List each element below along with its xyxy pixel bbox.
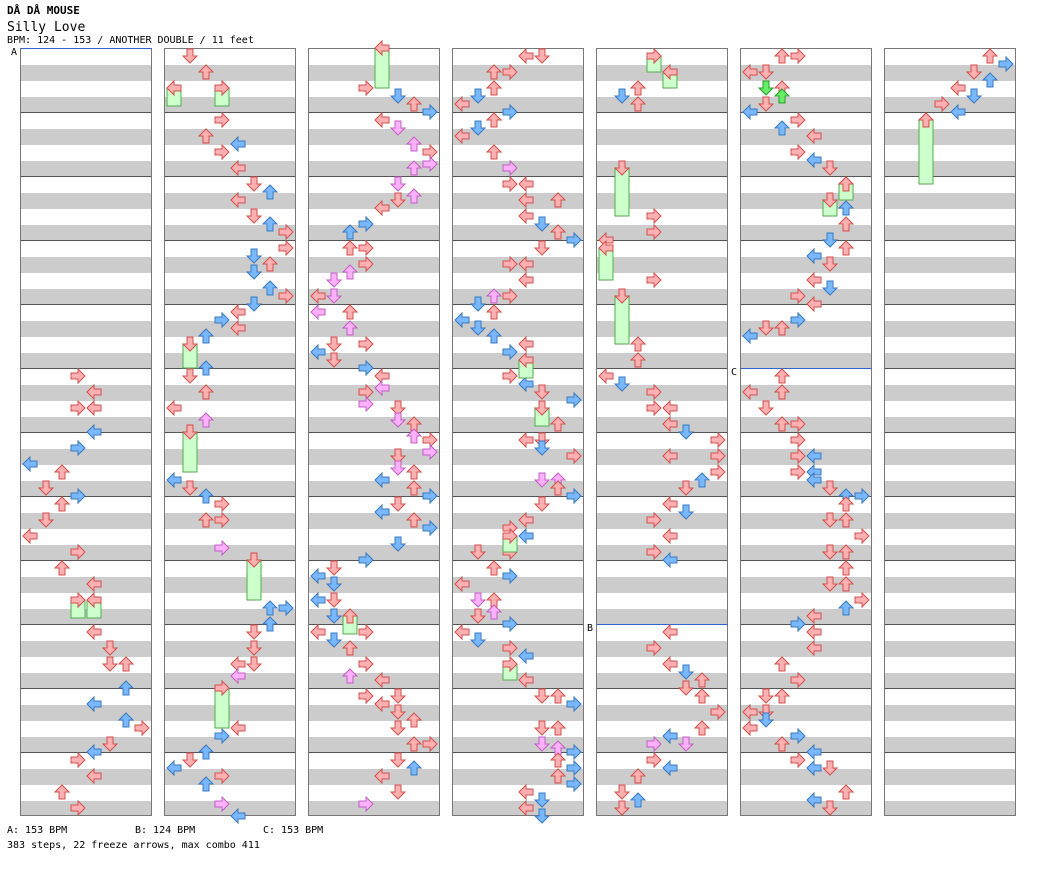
measure-line [453,112,583,113]
segment-line-a [20,48,152,49]
measure-line [21,752,151,753]
measure-line [741,688,871,689]
measure-line [309,432,439,433]
segment-marker-c: C [731,367,738,378]
measure-line [453,304,583,305]
measure-line [885,112,1015,113]
measure-line [741,752,871,753]
measure-line [21,560,151,561]
measure-line [165,752,295,753]
measure-line [165,560,295,561]
measure-line [165,176,295,177]
chart-column-4 [452,48,584,816]
measure-line [597,432,727,433]
segment-marker-b: B [587,623,594,634]
measure-line [885,176,1015,177]
bpm-legend-b: B: 124 BPM [135,825,196,836]
measure-line [597,176,727,177]
measure-line [741,560,871,561]
measure-line [453,368,583,369]
measure-line [21,432,151,433]
measure-line [885,304,1015,305]
measure-line [741,304,871,305]
measure-line [885,496,1015,497]
measure-line [21,304,151,305]
measure-line [165,368,295,369]
chart-stats: 383 steps, 22 freeze arrows, max combo 4… [7,840,260,851]
measure-line [165,496,295,497]
measure-line [309,112,439,113]
measure-line [309,624,439,625]
measure-line [165,240,295,241]
measure-line [21,176,151,177]
measure-line [21,624,151,625]
measure-line [309,304,439,305]
measure-line [885,368,1015,369]
bpm-legend-a: A: 153 BPM [7,825,68,836]
measure-line [309,496,439,497]
chart-info: BPM: 124 - 153 / ANOTHER DOUBLE / 11 fee… [7,35,254,46]
chart-column-6 [740,48,872,816]
measure-line [21,496,151,497]
measure-line [885,432,1015,433]
segment-marker-a: A [11,47,18,58]
measure-line [885,688,1015,689]
measure-line [597,240,727,241]
measure-line [309,752,439,753]
measure-line [741,112,871,113]
measure-line [741,624,871,625]
segment-line-c [740,368,872,369]
measure-line [309,240,439,241]
measure-line [165,304,295,305]
song-title: Silly Love [7,20,86,35]
measure-line [165,688,295,689]
measure-line [21,112,151,113]
measure-line [453,496,583,497]
measure-line [309,368,439,369]
bpm-legend-c: C: 153 BPM [263,825,324,836]
measure-line [21,688,151,689]
measure-line [21,240,151,241]
measure-line [453,432,583,433]
measure-line [165,112,295,113]
measure-line [309,560,439,561]
measure-line [885,240,1015,241]
chart-column-3 [308,48,440,816]
chart-column-7 [884,48,1016,816]
measure-line [741,240,871,241]
measure-line [453,240,583,241]
measure-line [21,368,151,369]
measure-line [885,624,1015,625]
segment-line-b [596,624,728,625]
chart-column-1 [20,48,152,816]
measure-line [597,752,727,753]
chart-column-5 [596,48,728,816]
artist-name: DÅ DÅ MOUSE [7,4,80,17]
measure-line [453,176,583,177]
measure-line [741,496,871,497]
measure-line [885,752,1015,753]
measure-line [453,688,583,689]
chart-column-2 [164,48,296,816]
measure-line [165,432,295,433]
measure-line [597,304,727,305]
measure-line [453,752,583,753]
measure-line [597,368,727,369]
measure-line [597,560,727,561]
measure-line [309,176,439,177]
measure-line [885,560,1015,561]
measure-line [309,688,439,689]
measure-line [453,560,583,561]
measure-line [453,624,583,625]
measure-line [597,112,727,113]
measure-line [597,496,727,497]
measure-line [165,624,295,625]
measure-line [597,688,727,689]
measure-line [741,432,871,433]
measure-line [741,176,871,177]
